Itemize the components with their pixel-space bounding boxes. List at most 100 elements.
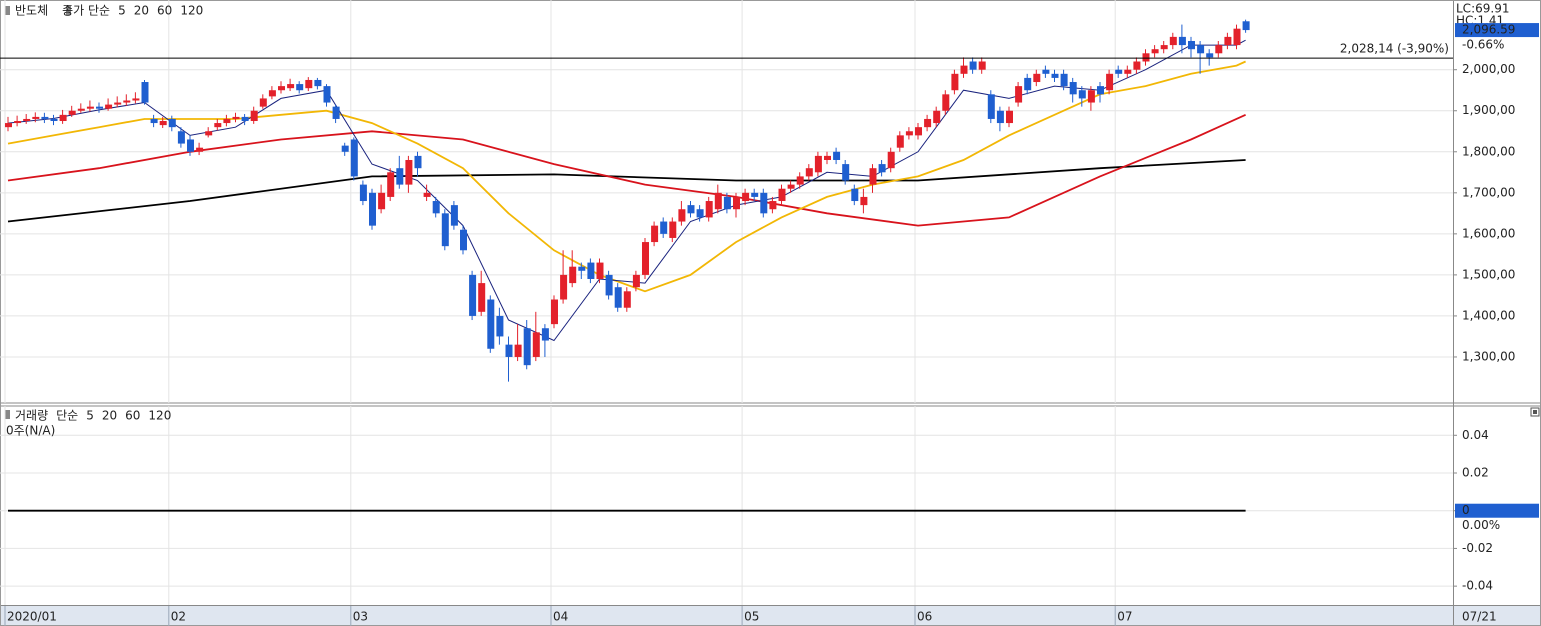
y-tick-label: -0.04	[1462, 579, 1493, 593]
legend-prefix: 단순	[56, 409, 78, 423]
candle-body	[996, 110, 1004, 124]
x-tick-label: 02	[171, 610, 186, 624]
legend-entry: 20	[134, 4, 149, 18]
candle-body	[769, 201, 777, 210]
candle-body	[68, 110, 76, 115]
candle-body	[532, 332, 540, 357]
candle-body	[378, 192, 386, 210]
candle-body	[869, 168, 877, 185]
candle-body	[687, 205, 695, 214]
candle-body	[50, 118, 58, 122]
legend-entry: 5	[118, 4, 126, 18]
y-tick-label: 0.04	[1462, 428, 1489, 442]
candle-body	[1106, 73, 1114, 91]
last-value-box	[1455, 503, 1539, 518]
x-tick-label: 07	[1117, 610, 1132, 624]
candle-body	[1169, 36, 1177, 46]
reference-label: 2,028,14 (-3,90%)	[1340, 42, 1449, 56]
candle-body	[723, 196, 731, 210]
legend-entry: 5	[86, 409, 94, 423]
x-end-label: 07/21	[1462, 610, 1497, 624]
candle-body	[268, 90, 276, 97]
candle-body	[560, 274, 568, 300]
candle-body	[1042, 69, 1050, 74]
candle-body	[1224, 36, 1232, 46]
candle-body	[887, 151, 895, 169]
candle-body	[505, 344, 513, 357]
candle-body	[587, 262, 595, 279]
candle-body	[614, 287, 622, 308]
candle-body	[187, 139, 194, 152]
candle-body	[350, 139, 358, 177]
change-label: 0.00%	[1462, 518, 1500, 532]
candle-body	[1078, 90, 1086, 99]
x-axis-end-band	[1454, 606, 1541, 626]
candle-body	[1097, 86, 1104, 95]
candle-body	[896, 135, 904, 148]
x-axis-band	[0, 606, 1453, 626]
candle-body	[1188, 40, 1195, 50]
candle-body	[305, 79, 313, 89]
candle-body	[942, 94, 950, 111]
candle-body	[787, 184, 795, 189]
candle-body	[596, 262, 604, 279]
candle-body	[323, 86, 331, 103]
candle-body	[842, 164, 850, 181]
candle-body	[1160, 45, 1168, 50]
candle-body	[359, 184, 367, 202]
candle-body	[551, 299, 558, 325]
candle-body	[969, 61, 977, 70]
candle-body	[987, 94, 995, 119]
candle-body	[59, 114, 67, 122]
candle-body	[259, 98, 267, 107]
candle-body	[651, 225, 659, 243]
candle-body	[460, 229, 467, 251]
candle-body	[751, 192, 759, 197]
pane-button-icon	[1533, 410, 1537, 414]
candle-body	[487, 299, 495, 349]
candle-body	[469, 274, 477, 316]
candle-body	[432, 201, 440, 214]
ma-line	[7, 159, 1246, 223]
candle-body	[396, 168, 404, 185]
legend-icon	[66, 6, 71, 15]
candle-body	[924, 118, 932, 128]
candle-body	[714, 192, 722, 210]
last-value-label: 2,096.59	[1462, 23, 1515, 37]
candle-body	[905, 131, 913, 136]
ma-line	[7, 60, 1246, 293]
candle-body	[205, 131, 213, 136]
x-tick-label: 03	[353, 610, 368, 624]
x-tick-label: 04	[553, 610, 568, 624]
x-tick-label: 2020/01	[7, 610, 57, 624]
candle-body	[496, 315, 504, 337]
candle-body	[1015, 86, 1023, 103]
candle-body	[223, 118, 231, 124]
candle-body	[1133, 61, 1141, 70]
candle-body	[1033, 73, 1041, 83]
y-tick-label: 1,300,00	[1462, 349, 1515, 363]
candle-body	[332, 106, 340, 119]
candle-body	[478, 283, 486, 312]
candle-body	[1069, 82, 1077, 95]
candle-body	[1115, 69, 1123, 74]
candle-body	[196, 147, 204, 152]
candle-body	[1087, 90, 1095, 103]
pane-note: 0주(N/A)	[6, 424, 55, 438]
candle-body	[642, 242, 649, 275]
candle-body	[1178, 36, 1186, 46]
legend-entry: 120	[148, 409, 171, 423]
candle-body	[23, 118, 31, 122]
candle-body	[978, 61, 986, 70]
candle-body	[123, 100, 131, 103]
candle-body	[32, 116, 40, 119]
candle-body	[933, 110, 941, 124]
candle-body	[824, 155, 831, 160]
candle-body	[951, 73, 959, 91]
candle-body	[214, 123, 222, 128]
candle-body	[1124, 69, 1132, 74]
legend-entry: 20	[102, 409, 117, 423]
candle-body	[578, 266, 586, 271]
candle-body	[733, 196, 740, 210]
